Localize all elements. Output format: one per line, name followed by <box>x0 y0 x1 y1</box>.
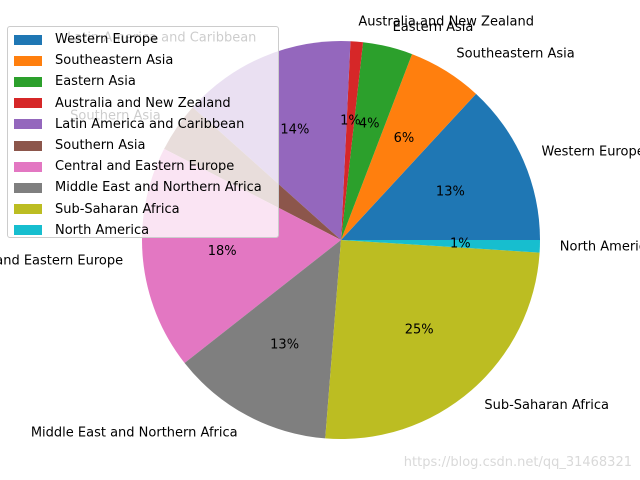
legend-swatch-6 <box>14 161 42 172</box>
legend-swatch-7 <box>14 182 42 193</box>
slice-pct-0: 13% <box>436 185 465 200</box>
legend-item-9: North America <box>14 220 278 241</box>
legend-swatch-0 <box>14 34 42 45</box>
pie-slice-3 <box>341 41 364 240</box>
slice-pct-8: 25% <box>405 323 434 338</box>
slice-label-9: North America <box>560 239 640 254</box>
watermark: https://blog.csdn.net/qq_31468321 <box>403 455 632 470</box>
slice-pct-9: 1% <box>450 236 471 251</box>
pie-slice-7 <box>184 240 341 439</box>
legend-item-0: Western Europe <box>14 29 278 50</box>
legend-label-8: Sub-Saharan Africa <box>55 201 180 217</box>
legend-label-3: Australia and New Zealand <box>55 95 231 111</box>
legend-item-5: Southern Asia <box>14 135 278 156</box>
slice-pct-2: 4% <box>359 116 380 131</box>
legend-label-5: Southern Asia <box>55 138 146 154</box>
legend-swatch-1 <box>14 55 42 66</box>
legend-item-1: Southeastern Asia <box>14 50 278 71</box>
pie-slice-2 <box>341 42 413 240</box>
legend-item-2: Eastern Asia <box>14 71 278 92</box>
legend-swatch-8 <box>14 204 42 215</box>
slice-label-8: Sub-Saharan Africa <box>484 398 609 413</box>
slice-pct-1: 6% <box>394 131 415 146</box>
slice-pct-7: 13% <box>270 338 299 353</box>
legend-label-9: North America <box>55 222 150 238</box>
slice-pct-3: 1% <box>340 113 361 128</box>
legend-swatch-2 <box>14 76 42 87</box>
legend-item-8: Sub-Saharan Africa <box>14 199 278 220</box>
legend-label-2: Eastern Asia <box>55 74 136 90</box>
legend-label-1: Southeastern Asia <box>55 53 174 69</box>
legend-swatch-4 <box>14 119 42 130</box>
pie-slice-1 <box>341 54 477 240</box>
slice-label-3: Australia and New Zealand <box>358 14 534 29</box>
pie-slice-0 <box>341 93 540 240</box>
slice-pct-6: 18% <box>208 244 237 259</box>
legend-swatch-9 <box>14 225 42 236</box>
legend-label-7: Middle East and Northern Africa <box>55 180 262 196</box>
slice-label-1: Southeastern Asia <box>456 46 574 61</box>
legend-item-4: Latin America and Caribbean <box>14 114 278 135</box>
legend-label-6: Central and Eastern Europe <box>55 159 235 175</box>
pie-slice-9 <box>341 240 540 253</box>
legend-item-7: Middle East and Northern Africa <box>14 177 278 198</box>
slice-pct-4: 14% <box>280 122 309 137</box>
slice-label-7: Middle East and Northern Africa <box>31 425 238 440</box>
legend-item-6: Central and Eastern Europe <box>14 156 278 177</box>
legend-swatch-5 <box>14 140 42 151</box>
slice-label-0: Western Europe <box>542 145 640 160</box>
legend-label-0: Western Europe <box>55 32 159 48</box>
legend-item-3: Australia and New Zealand <box>14 93 278 114</box>
legend-swatch-3 <box>14 98 42 109</box>
pie-slice-8 <box>325 240 540 439</box>
slice-label-2: Eastern Asia <box>393 20 474 35</box>
legend-label-4: Latin America and Caribbean <box>55 116 245 132</box>
slice-label-6: Central and Eastern Europe <box>0 253 123 268</box>
legend: Western Europe Southeastern Asia Eastern A… <box>7 26 279 238</box>
